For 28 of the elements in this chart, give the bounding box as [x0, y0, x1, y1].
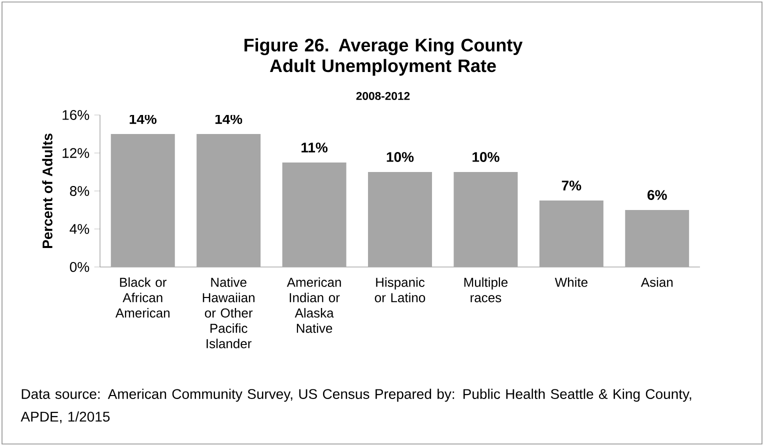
data-label: 10%	[386, 152, 414, 162]
bar	[110, 134, 175, 267]
x-tick-label: White	[554, 277, 588, 287]
bar	[368, 172, 432, 267]
bar	[625, 210, 690, 267]
data-label: 7%	[562, 180, 582, 190]
y-tick-label: 4%	[70, 224, 90, 234]
data-label: 10%	[472, 152, 500, 162]
chart-title: Figure 26. Average King County Adult Unemployment Rate	[244, 38, 523, 76]
x-tick-label: Multiple races	[464, 277, 508, 302]
x-tick-label: Asian	[640, 277, 673, 287]
x-tick-label: Hispanic or Latino	[374, 277, 426, 302]
y-axis-title: Percent of Adults	[42, 134, 52, 248]
x-tick-label: Black or African American	[115, 277, 170, 318]
bar	[539, 200, 604, 267]
y-tick-label: 8%	[70, 186, 90, 196]
x-tick-label: Native Hawaiian or Other Pacific Islander	[202, 277, 254, 348]
y-tick-label: 0%	[70, 262, 90, 272]
bar	[282, 162, 346, 267]
source-note: Data source: American Community Survey, US Census Prepared by: Public Health Seattle & King County, APDE, 1/2015	[20, 388, 692, 424]
chart-subtitle: 2008-2012	[356, 92, 410, 100]
y-tick-label: 16%	[62, 110, 90, 120]
data-label: 6%	[648, 190, 667, 200]
data-label: 11%	[302, 142, 328, 152]
y-tick-label: 12%	[62, 148, 90, 158]
x-tick-label: American Indian or Alaska Native	[286, 277, 341, 333]
bar	[196, 134, 261, 267]
bar	[454, 172, 518, 267]
